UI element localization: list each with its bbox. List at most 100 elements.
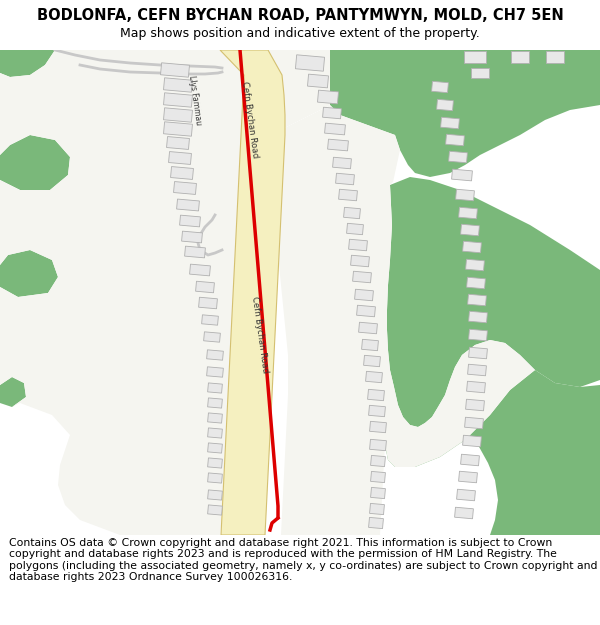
Polygon shape (196, 281, 214, 292)
Polygon shape (467, 278, 485, 289)
Polygon shape (350, 255, 370, 267)
Polygon shape (169, 151, 191, 164)
Polygon shape (370, 439, 386, 451)
Polygon shape (0, 135, 70, 190)
Polygon shape (0, 250, 58, 297)
Polygon shape (328, 139, 349, 151)
Text: Contains OS data © Crown copyright and database right 2021. This information is : Contains OS data © Crown copyright and d… (9, 538, 598, 582)
Polygon shape (0, 50, 55, 77)
Polygon shape (353, 271, 371, 282)
Polygon shape (344, 208, 361, 219)
Polygon shape (208, 428, 223, 438)
Polygon shape (164, 92, 193, 108)
Polygon shape (208, 458, 223, 468)
Polygon shape (387, 177, 600, 427)
Polygon shape (170, 166, 193, 179)
Polygon shape (338, 189, 358, 201)
Polygon shape (362, 339, 379, 351)
Polygon shape (185, 246, 205, 258)
Polygon shape (208, 383, 223, 393)
Polygon shape (347, 223, 364, 234)
Polygon shape (371, 471, 385, 482)
Polygon shape (469, 348, 487, 359)
Polygon shape (467, 364, 487, 376)
Polygon shape (220, 50, 285, 535)
Polygon shape (164, 122, 193, 136)
Polygon shape (368, 389, 385, 401)
Text: BODLONFA, CEFN BYCHAN ROAD, PANTYMWYN, MOLD, CH7 5EN: BODLONFA, CEFN BYCHAN ROAD, PANTYMWYN, M… (37, 8, 563, 22)
Polygon shape (365, 371, 382, 382)
Polygon shape (308, 74, 328, 88)
Polygon shape (325, 123, 346, 135)
Polygon shape (164, 78, 193, 92)
Polygon shape (167, 136, 190, 149)
Polygon shape (208, 490, 223, 500)
Polygon shape (469, 311, 487, 322)
Polygon shape (295, 55, 325, 71)
Polygon shape (359, 322, 377, 334)
Polygon shape (457, 489, 475, 501)
Polygon shape (364, 356, 380, 367)
Polygon shape (199, 298, 217, 309)
Polygon shape (437, 99, 454, 111)
Polygon shape (208, 505, 223, 515)
Polygon shape (466, 399, 484, 411)
Polygon shape (463, 241, 481, 252)
Polygon shape (458, 208, 478, 219)
Polygon shape (464, 418, 484, 429)
Polygon shape (176, 199, 199, 211)
Polygon shape (464, 51, 486, 63)
Polygon shape (355, 289, 373, 301)
Text: Cefn Bychan Road: Cefn Bychan Road (250, 296, 270, 374)
Text: Llys Fammau: Llys Fammau (187, 74, 203, 126)
Polygon shape (371, 488, 385, 499)
Polygon shape (208, 398, 223, 408)
Polygon shape (190, 264, 211, 276)
Polygon shape (203, 332, 220, 342)
Polygon shape (449, 151, 467, 162)
Polygon shape (452, 169, 472, 181)
Polygon shape (461, 454, 479, 466)
Polygon shape (440, 118, 460, 129)
Polygon shape (431, 81, 448, 92)
Polygon shape (461, 224, 479, 236)
Polygon shape (455, 189, 475, 201)
Polygon shape (182, 231, 202, 243)
Polygon shape (370, 421, 386, 432)
Polygon shape (349, 239, 367, 251)
Polygon shape (371, 456, 385, 467)
Polygon shape (463, 435, 481, 447)
Text: Cefn Bychan Road: Cefn Bychan Road (240, 81, 260, 159)
Polygon shape (466, 259, 484, 271)
Polygon shape (511, 51, 529, 63)
Polygon shape (268, 50, 535, 535)
Polygon shape (208, 473, 223, 483)
Polygon shape (458, 471, 478, 482)
Polygon shape (202, 315, 218, 325)
Polygon shape (0, 377, 26, 407)
Polygon shape (356, 305, 376, 317)
Polygon shape (317, 90, 338, 104)
Polygon shape (471, 68, 489, 78)
Polygon shape (330, 50, 600, 177)
Polygon shape (385, 370, 600, 535)
Text: Map shows position and indicative extent of the property.: Map shows position and indicative extent… (120, 27, 480, 40)
Polygon shape (368, 518, 383, 529)
Polygon shape (206, 367, 223, 377)
Polygon shape (208, 443, 223, 453)
Polygon shape (173, 181, 196, 194)
Polygon shape (161, 62, 190, 78)
Polygon shape (467, 294, 487, 306)
Polygon shape (446, 134, 464, 146)
Polygon shape (370, 503, 385, 514)
Polygon shape (179, 215, 200, 227)
Polygon shape (467, 381, 485, 392)
Polygon shape (208, 413, 223, 423)
Polygon shape (0, 50, 330, 535)
Polygon shape (469, 329, 487, 341)
Polygon shape (206, 350, 223, 360)
Polygon shape (546, 51, 564, 63)
Polygon shape (332, 158, 352, 169)
Polygon shape (335, 173, 355, 185)
Polygon shape (164, 107, 193, 122)
